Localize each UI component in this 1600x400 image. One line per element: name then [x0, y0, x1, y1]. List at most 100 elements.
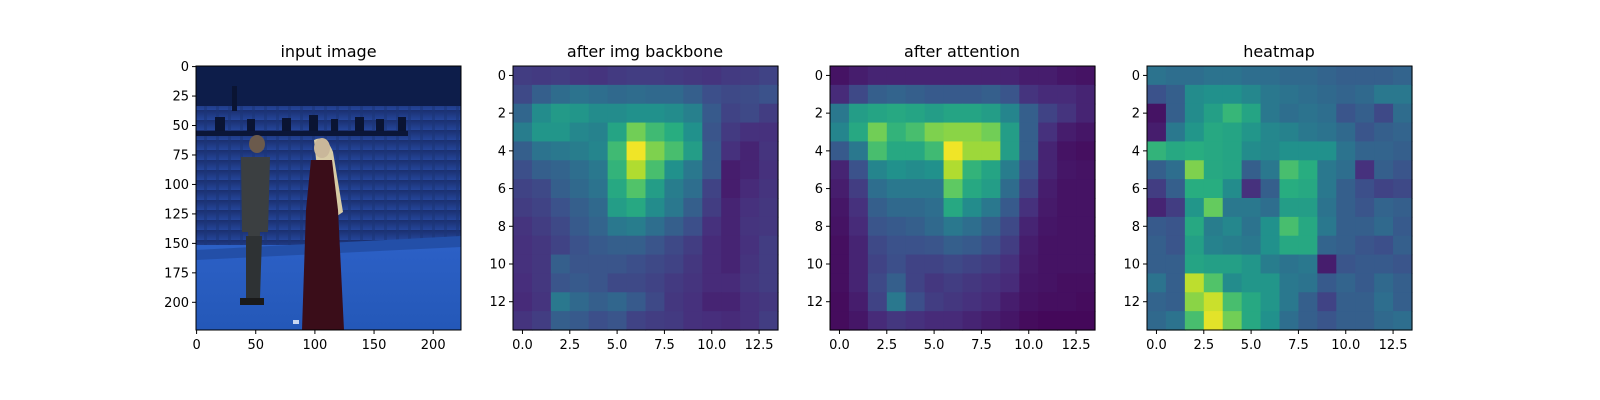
heatmap-cell	[924, 273, 945, 293]
heatmap-cell	[569, 292, 590, 312]
heatmap-cell	[626, 179, 647, 199]
heatmap-cell	[645, 160, 666, 180]
heatmap-cell	[1076, 179, 1096, 199]
heatmap-cell	[1336, 179, 1356, 199]
heatmap-cell	[531, 103, 552, 124]
heatmap-cell	[905, 160, 926, 180]
heatmap-cell	[1241, 141, 1262, 161]
heatmap-cell	[531, 141, 552, 161]
heatmap-cell	[759, 254, 779, 275]
heatmap-cell	[550, 292, 571, 312]
heatmap-cell	[1076, 103, 1096, 124]
heatmap-cell	[588, 216, 609, 237]
heatmap-cell	[1222, 292, 1243, 312]
heatmap-cell	[1393, 141, 1413, 161]
heatmap-cell	[1336, 141, 1356, 161]
heatmap-cell	[531, 66, 552, 86]
heatmap-cell	[962, 160, 983, 180]
heatmap-cell	[981, 273, 1001, 293]
heatmap-cell	[1076, 254, 1096, 275]
ticks-heatmap: 0.0 2.5 5.0 7.5 10.0 12.5 0 2 4 6 8 10 12	[1123, 69, 1407, 353]
heatmap-cell	[1000, 84, 1020, 105]
heatmap-cell	[759, 160, 779, 180]
heatmap-cell	[513, 84, 533, 105]
heatmap-cell	[569, 84, 590, 105]
heatmap-cell	[1374, 84, 1394, 105]
title-input-image: input image	[280, 42, 376, 61]
heatmap-cell	[550, 311, 571, 331]
heatmap-cell	[1019, 141, 1039, 161]
heatmap-cell	[981, 103, 1001, 124]
heatmap-cell	[702, 66, 722, 86]
heatmap-cell	[569, 273, 590, 293]
heatmap-cell	[588, 84, 609, 105]
heatmap-cell	[1336, 216, 1356, 237]
heatmap-cell	[569, 311, 590, 331]
x-tick-label: 5.0	[924, 338, 945, 353]
heatmap-cell	[1336, 235, 1356, 256]
heatmap-cell	[848, 103, 869, 124]
heatmap-cell	[905, 254, 926, 275]
heatmap-cell	[702, 122, 722, 143]
heatmap-cell	[721, 311, 741, 331]
heatmap-cell	[626, 311, 647, 331]
heatmap-cell	[1393, 84, 1413, 105]
heatmap-cell	[721, 216, 741, 237]
heatmap-cell	[588, 198, 609, 218]
heatmap-cell	[1038, 254, 1058, 275]
heatmap-cell	[740, 141, 760, 161]
heatmap-cell	[1165, 292, 1186, 312]
heatmap-cell	[886, 160, 907, 180]
heatmap-cell	[1203, 198, 1224, 218]
heatmap-cell	[905, 179, 926, 199]
heatmap-cell	[588, 311, 609, 331]
y-tick-label: 8	[498, 220, 506, 235]
heatmap-cell	[1374, 198, 1394, 218]
heatmap-cell	[1038, 311, 1058, 331]
heatmap-cell	[1317, 141, 1337, 161]
heatmap-cell	[1355, 273, 1375, 293]
heatmap-cell	[531, 84, 552, 105]
heatmap-cell	[1355, 66, 1375, 86]
heatmap-cell	[1355, 198, 1375, 218]
heatmap-cell	[1184, 103, 1205, 124]
heatmap-cell	[664, 311, 684, 331]
heatmap-cell	[1165, 179, 1186, 199]
heatmap-cell	[569, 141, 590, 161]
heatmap-cell	[1355, 122, 1375, 143]
heatmap-cell	[1222, 84, 1243, 105]
heatmap-cell	[1038, 198, 1058, 218]
heatmap-cell	[1000, 179, 1020, 199]
heatmap-cell	[1336, 198, 1356, 218]
heatmap-cell	[1203, 311, 1224, 331]
heatmap-cell	[1147, 141, 1167, 161]
heatmap-cell	[1184, 160, 1205, 180]
heatmap-cell	[645, 66, 666, 86]
heatmap-cell	[981, 235, 1001, 256]
heatmap-cell	[1241, 216, 1262, 237]
heatmap-cell	[1241, 198, 1262, 218]
heatmap-cell	[848, 235, 869, 256]
heatmap-cell	[1057, 273, 1077, 293]
heatmap-cell	[962, 122, 983, 143]
heatmap-cell	[1038, 160, 1058, 180]
heatmap-cell	[683, 311, 703, 331]
heatmap-cell	[1279, 141, 1300, 161]
heatmap-cell	[1374, 292, 1394, 312]
heatmap-cell	[1317, 160, 1337, 180]
heatmap-cell	[569, 198, 590, 218]
heatmap-cell	[848, 141, 869, 161]
heatmap-cell	[1038, 141, 1058, 161]
y-tick-label: 10	[1123, 258, 1140, 273]
heatmap-cell	[1147, 179, 1167, 199]
heatmap-cell	[886, 235, 907, 256]
heatmap-cell	[830, 122, 850, 143]
heatmap-cell	[905, 311, 926, 331]
heatmap-cell	[886, 122, 907, 143]
heatmap-cell	[721, 141, 741, 161]
heatmap-cell	[531, 254, 552, 275]
input-photo	[196, 66, 461, 330]
heatmap-cell	[943, 235, 964, 256]
heatmap-cell	[924, 198, 945, 218]
heatmap-cell	[1165, 160, 1186, 180]
